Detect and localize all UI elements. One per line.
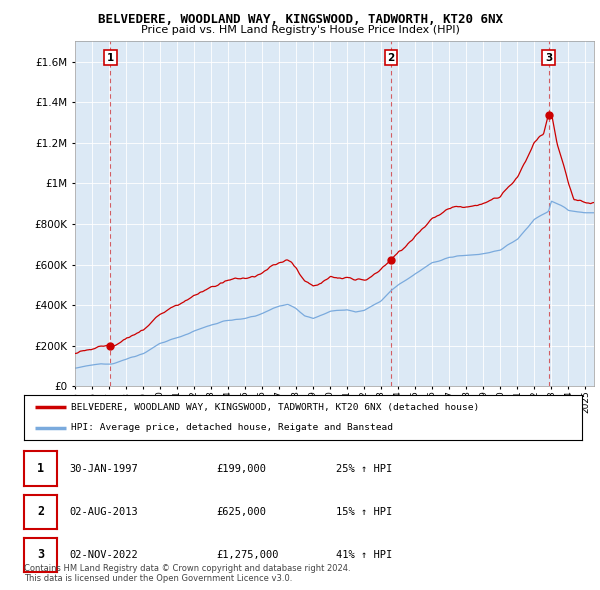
- Text: £1,275,000: £1,275,000: [216, 550, 278, 560]
- Text: 1: 1: [37, 462, 44, 475]
- Text: 1: 1: [107, 53, 114, 63]
- Text: 02-NOV-2022: 02-NOV-2022: [69, 550, 138, 560]
- Text: HPI: Average price, detached house, Reigate and Banstead: HPI: Average price, detached house, Reig…: [71, 423, 394, 432]
- Text: Contains HM Land Registry data © Crown copyright and database right 2024.
This d: Contains HM Land Registry data © Crown c…: [24, 563, 350, 583]
- Text: £625,000: £625,000: [216, 507, 266, 517]
- Text: BELVEDERE, WOODLAND WAY, KINGSWOOD, TADWORTH, KT20 6NX: BELVEDERE, WOODLAND WAY, KINGSWOOD, TADW…: [97, 13, 503, 26]
- Text: 3: 3: [545, 53, 552, 63]
- Text: 3: 3: [37, 548, 44, 561]
- Text: 15% ↑ HPI: 15% ↑ HPI: [336, 507, 392, 517]
- Text: BELVEDERE, WOODLAND WAY, KINGSWOOD, TADWORTH, KT20 6NX (detached house): BELVEDERE, WOODLAND WAY, KINGSWOOD, TADW…: [71, 403, 479, 412]
- Text: 25% ↑ HPI: 25% ↑ HPI: [336, 464, 392, 474]
- Text: Price paid vs. HM Land Registry's House Price Index (HPI): Price paid vs. HM Land Registry's House …: [140, 25, 460, 35]
- Text: 41% ↑ HPI: 41% ↑ HPI: [336, 550, 392, 560]
- Text: 02-AUG-2013: 02-AUG-2013: [69, 507, 138, 517]
- Text: 30-JAN-1997: 30-JAN-1997: [69, 464, 138, 474]
- Text: £199,000: £199,000: [216, 464, 266, 474]
- Text: 2: 2: [37, 505, 44, 518]
- Text: 2: 2: [388, 53, 395, 63]
